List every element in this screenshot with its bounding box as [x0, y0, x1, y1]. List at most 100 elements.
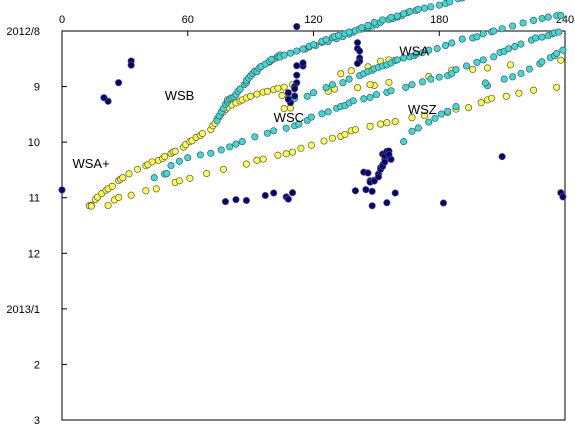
data-point	[207, 149, 215, 157]
data-point	[263, 129, 271, 137]
data-point	[425, 118, 433, 126]
data-point	[335, 31, 343, 39]
data-point	[418, 78, 427, 86]
x-tick-label: 0	[59, 14, 65, 26]
data-point	[459, 0, 466, 2]
data-point	[303, 92, 311, 100]
data-point	[479, 30, 487, 38]
data-point	[544, 13, 552, 21]
data-point	[517, 40, 525, 48]
data-point	[186, 174, 194, 182]
data-point	[414, 124, 422, 132]
data-point	[360, 95, 368, 103]
data-point	[559, 193, 567, 201]
data-point	[559, 46, 567, 54]
data-point	[175, 177, 183, 185]
data-point	[509, 22, 517, 30]
data-point	[217, 146, 225, 154]
data-point	[307, 141, 315, 149]
data-point	[387, 155, 395, 163]
data-point	[133, 165, 142, 173]
data-point	[278, 91, 286, 100]
data-point	[515, 89, 523, 97]
data-point	[358, 24, 366, 32]
data-point	[506, 61, 515, 69]
data-point	[247, 92, 255, 100]
data-point	[295, 120, 303, 128]
data-point	[108, 182, 116, 190]
data-point	[307, 113, 315, 121]
data-point	[483, 64, 492, 72]
data-point	[171, 147, 179, 155]
data-point	[439, 199, 447, 207]
data-point	[280, 83, 288, 91]
data-point	[381, 158, 389, 166]
data-point	[58, 186, 66, 194]
data-point	[345, 28, 353, 36]
y-tick-label: 12	[28, 248, 40, 260]
x-tick-label: 120	[304, 14, 322, 26]
data-point	[152, 185, 160, 193]
data-point	[433, 44, 441, 53]
data-point	[270, 189, 278, 197]
data-point	[538, 14, 546, 23]
data-point	[525, 65, 533, 73]
annotation-label: WSA+	[72, 156, 109, 171]
data-point	[393, 56, 401, 64]
data-point	[148, 158, 156, 166]
data-point	[328, 81, 336, 89]
data-point	[293, 23, 301, 31]
data-point	[402, 83, 410, 91]
data-point	[387, 13, 395, 21]
data-point	[297, 144, 305, 152]
data-point	[318, 110, 326, 118]
data-point	[280, 51, 288, 59]
data-point	[263, 87, 271, 95]
y-tick-label: 2	[34, 359, 40, 371]
data-point	[87, 202, 95, 210]
data-point	[274, 84, 282, 92]
data-point	[374, 173, 383, 181]
data-point	[270, 127, 278, 135]
data-point	[309, 89, 318, 97]
data-point	[299, 59, 307, 67]
data-point	[427, 3, 435, 11]
data-point	[353, 84, 362, 92]
data-point	[368, 187, 376, 195]
data-point	[477, 99, 485, 107]
data-point	[479, 56, 487, 64]
data-point	[372, 91, 380, 99]
data-point	[379, 16, 387, 24]
data-point	[284, 95, 292, 103]
data-point	[226, 143, 234, 151]
data-point	[441, 41, 450, 49]
data-point	[366, 93, 374, 101]
data-point	[163, 169, 171, 178]
data-point	[253, 90, 261, 98]
data-point	[557, 11, 565, 19]
data-point	[115, 193, 123, 201]
data-point	[446, 0, 454, 6]
data-point	[337, 70, 345, 78]
data-point	[437, 110, 445, 118]
data-point	[100, 94, 108, 102]
data-point	[408, 114, 416, 122]
data-point	[219, 165, 227, 173]
data-point	[387, 87, 395, 95]
y-tick-label: 2013/1	[6, 304, 40, 316]
data-point	[377, 120, 385, 128]
y-tick-label: 10	[28, 137, 40, 149]
data-point	[347, 67, 355, 75]
data-point	[488, 94, 496, 102]
annotation-label: WSZ	[408, 102, 437, 117]
data-point	[452, 103, 460, 111]
data-point	[198, 129, 206, 138]
data-point	[353, 59, 362, 68]
data-point	[253, 156, 261, 164]
data-point	[293, 62, 301, 70]
data-point	[421, 112, 429, 120]
data-point	[238, 138, 246, 146]
data-point	[284, 195, 292, 203]
data-point	[364, 169, 372, 177]
data-point	[435, 73, 443, 81]
